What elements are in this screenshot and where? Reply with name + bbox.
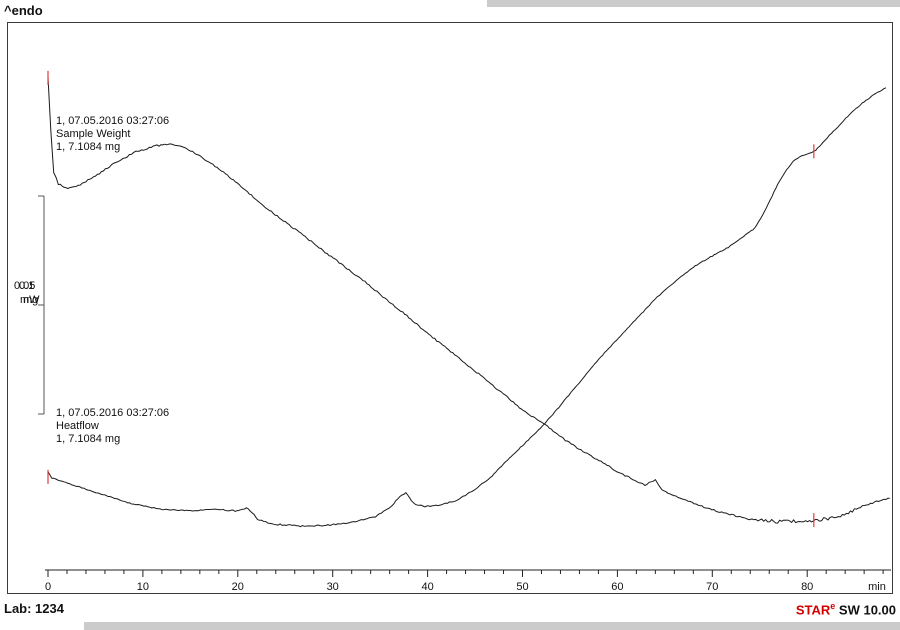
brand-stare: STARe SW 10.00: [796, 601, 896, 617]
scale-label-weight-value: 0.1: [19, 280, 35, 292]
window-edge-bottom: [84, 622, 900, 630]
annotation-sample-weight: 1, 07.05.2016 03:27:06 Sample Weight 1, …: [56, 115, 169, 154]
annotation-sw-mass: 1, 7.1084 mg: [56, 141, 121, 153]
lab-label: Lab: 1234: [4, 601, 64, 616]
x-tick-label: 80: [801, 581, 813, 593]
x-tick-label: 40: [421, 581, 433, 593]
annotation-sw-signal: Sample Weight: [56, 128, 131, 140]
x-tick-label: 0: [45, 581, 51, 593]
scale-label-heatflow-unit: mW: [20, 294, 40, 306]
brand-sw-version: SW 10.00: [835, 602, 896, 618]
plot-frame: [7, 22, 893, 594]
x-tick-label: 30: [327, 581, 339, 593]
x-tick-label: 60: [611, 581, 623, 593]
scale-label-weight-unit: mg: [23, 294, 39, 306]
annotation-heatflow: 1, 07.05.2016 03:27:06 Heatflow 1, 7.108…: [56, 407, 169, 446]
sample-weight-curve: [47, 77, 890, 524]
brand-sup-e: e: [830, 601, 836, 611]
annotation-sw-datetime: 1, 07.05.2016 03:27:06: [56, 115, 170, 127]
x-tick-label: 50: [516, 581, 528, 593]
x-axis-unit: min: [868, 581, 886, 593]
window-edge-top: [487, 0, 900, 7]
x-tick-label: 20: [232, 581, 244, 593]
brand-star-text: STAR: [795, 602, 831, 618]
scale-label-heatflow-value: 0.05: [14, 280, 36, 292]
x-tick-label: 70: [706, 581, 718, 593]
x-tick-label: 10: [137, 581, 149, 593]
annotation-hf-mass: 1, 7.1084 mg: [56, 433, 121, 445]
annotation-hf-datetime: 1, 07.05.2016 03:27:06: [56, 407, 170, 419]
endo-label: ^endo: [4, 3, 43, 18]
heatflow-curve: [47, 87, 887, 528]
annotation-hf-signal: Heatflow: [56, 420, 99, 432]
